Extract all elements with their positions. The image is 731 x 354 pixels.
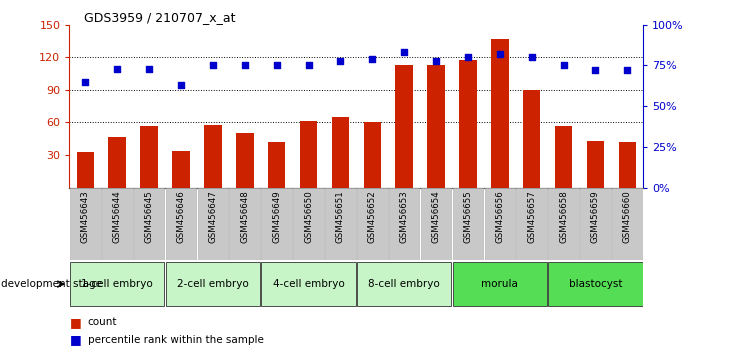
Bar — [166, 188, 197, 260]
Bar — [166, 262, 260, 306]
Point — [175, 82, 187, 88]
Text: 4-cell embryo: 4-cell embryo — [273, 279, 344, 289]
Bar — [485, 188, 515, 260]
Text: GSM456649: GSM456649 — [272, 190, 281, 243]
Bar — [108, 137, 126, 188]
Bar — [452, 188, 483, 260]
Point — [590, 68, 602, 73]
Point — [207, 63, 219, 68]
Bar — [548, 262, 643, 306]
Bar — [293, 188, 324, 260]
Bar — [134, 188, 164, 260]
Bar — [236, 133, 254, 188]
Bar — [612, 188, 643, 260]
Point — [494, 51, 506, 57]
Bar — [230, 188, 260, 260]
Point — [366, 56, 378, 62]
Text: GSM456654: GSM456654 — [431, 190, 441, 243]
Point — [80, 79, 91, 85]
Bar — [300, 121, 317, 188]
Text: GSM456656: GSM456656 — [496, 190, 504, 243]
Text: GSM456647: GSM456647 — [208, 190, 217, 243]
Text: GSM456660: GSM456660 — [623, 190, 632, 243]
Point — [111, 66, 123, 72]
Text: count: count — [88, 317, 117, 327]
Text: GSM456646: GSM456646 — [176, 190, 186, 243]
Bar — [421, 188, 451, 260]
Text: GSM456653: GSM456653 — [400, 190, 409, 243]
Text: percentile rank within the sample: percentile rank within the sample — [88, 335, 264, 345]
Bar — [452, 262, 547, 306]
Point — [621, 68, 633, 73]
Text: GSM456658: GSM456658 — [559, 190, 568, 243]
Bar — [548, 188, 579, 260]
Text: ■: ■ — [69, 316, 81, 329]
Bar — [389, 188, 420, 260]
Bar — [140, 126, 158, 188]
Text: GSM456655: GSM456655 — [463, 190, 472, 243]
Text: GSM456651: GSM456651 — [336, 190, 345, 243]
Bar — [618, 142, 636, 188]
Bar — [491, 39, 509, 188]
Text: morula: morula — [482, 279, 518, 289]
Text: GSM456650: GSM456650 — [304, 190, 313, 243]
Bar — [357, 262, 451, 306]
Point — [526, 55, 537, 60]
Point — [558, 63, 569, 68]
Text: GSM456648: GSM456648 — [240, 190, 249, 243]
Text: development stage: development stage — [1, 279, 102, 289]
Bar — [325, 188, 356, 260]
Bar — [516, 188, 547, 260]
Text: GSM456645: GSM456645 — [145, 190, 154, 243]
Point — [239, 63, 251, 68]
Bar — [395, 65, 413, 188]
Text: GSM456643: GSM456643 — [81, 190, 90, 243]
Text: blastocyst: blastocyst — [569, 279, 622, 289]
Text: GSM456644: GSM456644 — [113, 190, 122, 243]
Bar — [459, 59, 477, 188]
Bar — [262, 262, 356, 306]
Bar — [363, 122, 381, 188]
Point — [303, 63, 314, 68]
Bar — [587, 141, 605, 188]
Point — [431, 58, 442, 63]
Point — [143, 66, 155, 72]
Text: GSM456657: GSM456657 — [527, 190, 537, 243]
Bar — [70, 188, 101, 260]
Text: GSM456659: GSM456659 — [591, 190, 600, 243]
Bar — [173, 151, 190, 188]
Bar — [428, 65, 445, 188]
Bar — [268, 142, 285, 188]
Point — [335, 58, 346, 63]
Point — [462, 55, 474, 60]
Bar — [357, 188, 387, 260]
Bar — [70, 262, 164, 306]
Text: GDS3959 / 210707_x_at: GDS3959 / 210707_x_at — [84, 11, 235, 24]
Bar — [523, 90, 540, 188]
Text: GSM456652: GSM456652 — [368, 190, 376, 243]
Bar — [102, 188, 132, 260]
Bar — [77, 152, 94, 188]
Bar — [262, 188, 292, 260]
Point — [270, 63, 282, 68]
Text: 8-cell embryo: 8-cell embryo — [368, 279, 440, 289]
Text: 2-cell embryo: 2-cell embryo — [177, 279, 249, 289]
Bar — [580, 188, 611, 260]
Text: 1-cell embryo: 1-cell embryo — [81, 279, 153, 289]
Text: ■: ■ — [69, 333, 81, 346]
Bar — [204, 125, 221, 188]
Bar — [197, 188, 228, 260]
Bar — [555, 126, 572, 188]
Point — [398, 50, 410, 55]
Bar — [332, 117, 349, 188]
